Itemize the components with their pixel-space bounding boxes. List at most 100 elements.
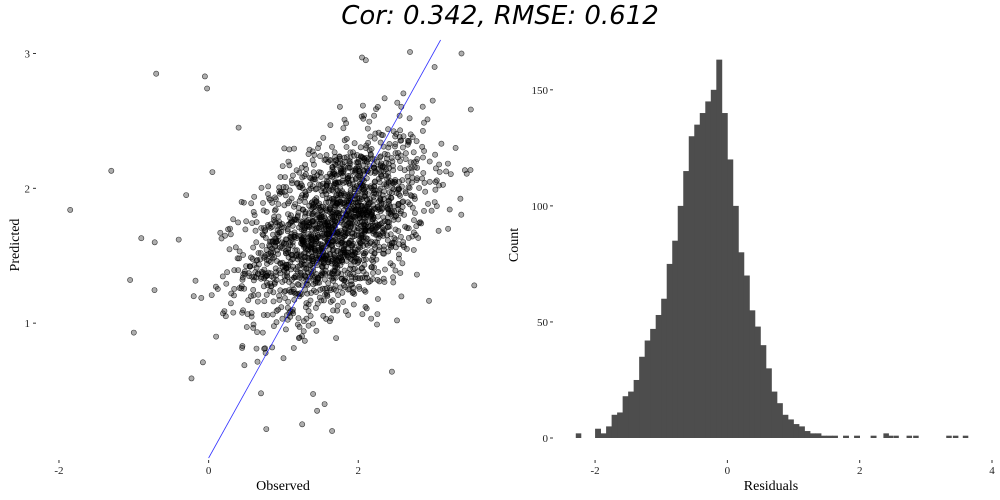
scatter-point — [384, 237, 391, 244]
scatter-point — [345, 312, 352, 318]
scatter-point — [344, 230, 351, 237]
scatter-point — [392, 267, 399, 274]
scatter-point — [272, 235, 279, 242]
scatter-point — [381, 243, 387, 250]
scatter-point — [411, 210, 418, 216]
histogram-bar — [821, 435, 827, 438]
scatter-point — [323, 152, 330, 158]
scatter-point — [231, 292, 237, 299]
scatter-point — [331, 180, 338, 187]
scatter-point — [289, 172, 296, 179]
scatter-point — [262, 234, 269, 241]
scatter-point — [409, 134, 416, 140]
scatter-point — [377, 195, 384, 202]
scatter-point — [334, 302, 341, 309]
scatter-point — [269, 255, 276, 262]
scatter-point — [300, 220, 307, 227]
x-tick-label: 2 — [857, 465, 863, 477]
scatter-point — [274, 258, 280, 265]
scatter-point — [405, 225, 412, 232]
scatter-point — [424, 116, 431, 123]
scatter-point — [390, 167, 397, 174]
histogram-bar — [721, 113, 728, 438]
scatter-point — [338, 275, 345, 282]
scatter-point — [368, 212, 375, 219]
scatter-point — [284, 200, 291, 207]
scatter-point — [381, 95, 388, 102]
scatter-point — [358, 233, 365, 240]
scatter-point — [355, 156, 362, 163]
scatter-point — [209, 169, 216, 175]
scatter-point — [263, 208, 270, 215]
y-tick-label: 100 — [532, 201, 549, 213]
scatter-point — [213, 333, 219, 340]
scatter-point — [318, 174, 324, 180]
histogram-bar — [677, 205, 684, 438]
scatter-point — [419, 143, 426, 150]
scatter-point — [377, 154, 383, 161]
scatter-point — [366, 205, 373, 212]
histogram-bar — [826, 435, 833, 438]
scatter-point — [314, 275, 321, 282]
scatter-point — [312, 280, 319, 286]
scatter-point — [379, 219, 386, 226]
scatter-point — [357, 275, 363, 282]
scatter-point — [295, 315, 302, 322]
scatter-point — [277, 174, 284, 180]
scatter-point — [249, 255, 256, 262]
scatter-point — [251, 193, 258, 200]
scatter-point — [367, 196, 373, 202]
scatter-point — [311, 151, 318, 158]
histogram-bar — [952, 435, 959, 438]
scatter-point — [279, 315, 286, 322]
scatter-point — [272, 218, 278, 225]
scatter-point — [407, 49, 413, 55]
histogram-bar — [946, 435, 952, 438]
scatter-point — [322, 187, 329, 194]
scatter-point — [370, 230, 377, 237]
scatter-point — [240, 252, 246, 258]
scatter-point — [408, 169, 415, 176]
scatter-point — [404, 137, 411, 144]
scatter-point — [271, 243, 278, 250]
scatter-point — [377, 153, 384, 160]
scatter-point — [265, 183, 272, 190]
y-tick-label: 3 — [25, 48, 31, 60]
scatter-point — [254, 298, 261, 305]
scatter-point — [273, 236, 280, 243]
scatter-point — [443, 168, 449, 175]
histogram-bar — [628, 391, 635, 438]
scatter-point — [296, 198, 303, 204]
scatter-point — [347, 224, 354, 231]
scatter-point — [363, 157, 370, 164]
y-tick-label: 50 — [537, 317, 549, 329]
scatter-point — [277, 189, 284, 195]
scatter-point — [377, 139, 384, 146]
scatter-point — [321, 401, 328, 407]
histogram-bar — [738, 252, 745, 438]
scatter-point — [436, 182, 442, 189]
scatter-point — [310, 391, 316, 397]
histogram-bar — [650, 328, 657, 438]
scatter-point — [292, 272, 299, 279]
scatter-point — [296, 224, 302, 231]
scatter-point — [402, 150, 409, 157]
scatter-point — [292, 216, 299, 223]
histogram-bar — [793, 424, 800, 438]
scatter-point — [374, 104, 381, 110]
scatter-point — [281, 145, 288, 152]
scatter-point — [375, 235, 382, 241]
y-axis-title: Predicted — [8, 219, 23, 272]
scatter-point — [438, 140, 445, 147]
scatter-point — [396, 241, 402, 248]
scatter-point — [276, 229, 283, 236]
x-tick-label: 4 — [989, 465, 995, 477]
histogram-bar — [732, 205, 739, 438]
scatter-point — [363, 238, 369, 245]
scatter-point — [370, 270, 376, 276]
histogram-bar — [765, 368, 772, 438]
scatter-plot-panel: -2 0 2 1 2 3 Observed Predicted — [8, 39, 478, 494]
scatter-point — [349, 290, 356, 296]
scatter-point — [321, 218, 327, 224]
scatter-point — [241, 285, 248, 292]
